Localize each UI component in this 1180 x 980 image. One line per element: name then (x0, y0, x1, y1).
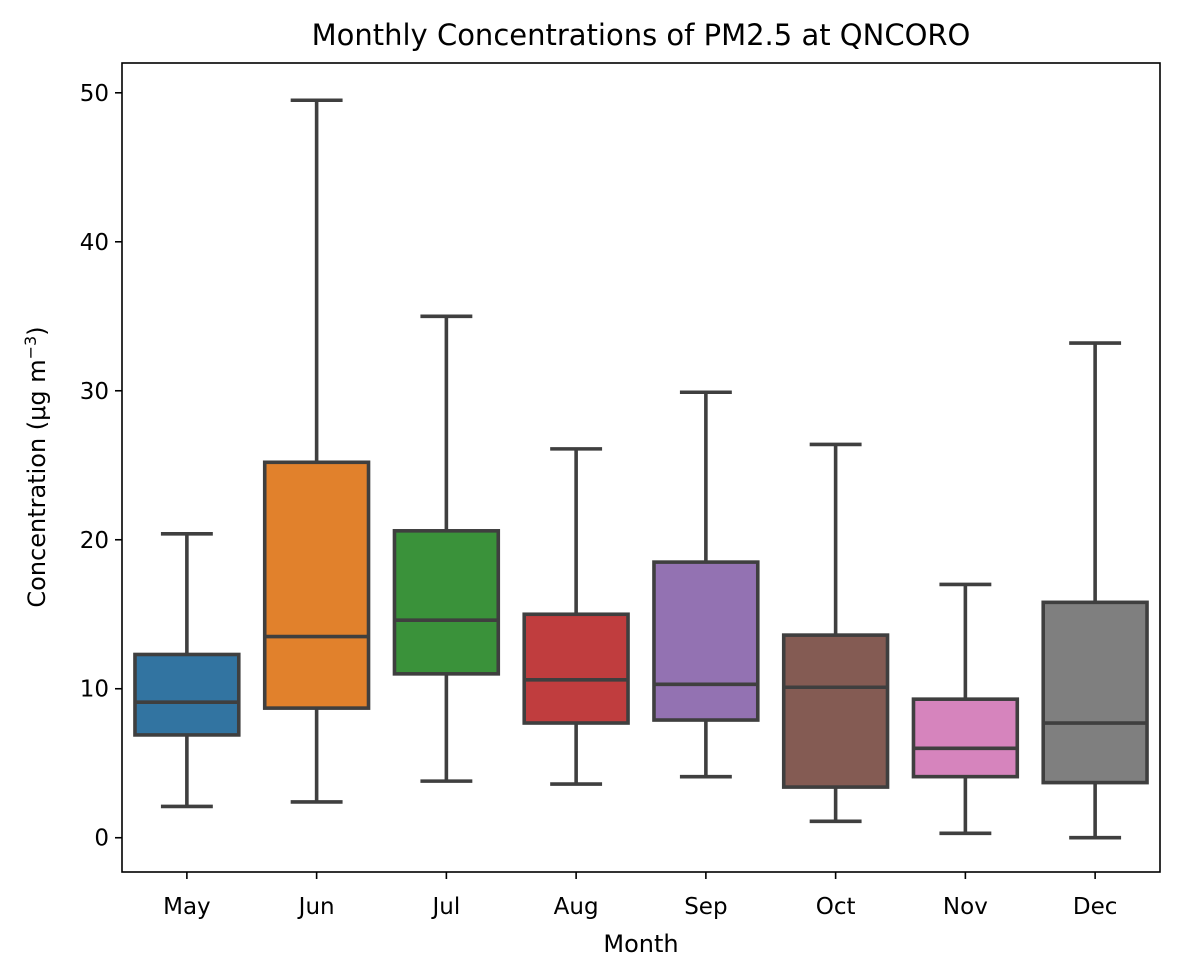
y-tick-label: 20 (80, 528, 109, 554)
y-axis-label-close: ) (23, 326, 51, 335)
plot-area (133, 98, 1149, 840)
iqr-box (911, 697, 1020, 779)
box-jun (262, 98, 371, 804)
chart-title: Monthly Concentrations of PM2.5 at QNCOR… (312, 18, 971, 52)
box-nov (911, 582, 1020, 836)
box-may (133, 531, 241, 809)
y-tick-label: 0 (94, 826, 109, 852)
iqr-box (133, 652, 241, 737)
box-oct (781, 442, 890, 824)
y-axis-label-superscript: −3 (21, 336, 40, 360)
y-tick-label: 50 (80, 81, 109, 107)
y-axis-label-main: Concentration (μg m (23, 359, 51, 607)
plot-frame (121, 62, 1161, 873)
y-axis-label: Concentration (μg m−3) (21, 326, 51, 607)
box-jul (392, 314, 501, 783)
iqr-box (1041, 600, 1149, 785)
box-sep (652, 390, 760, 779)
x-tick-label: Sep (684, 894, 727, 920)
x-axis: May Jun Jul Aug Sep Oct Nov Dec (163, 872, 1117, 920)
x-tick-label: May (163, 894, 211, 920)
x-tick-label: Jul (430, 894, 460, 920)
x-axis-label: Month (603, 930, 678, 958)
y-tick-label: 30 (80, 379, 109, 405)
y-tick-label: 10 (80, 677, 109, 703)
x-tick-label: Nov (943, 894, 988, 920)
x-tick-label: Jun (297, 894, 335, 920)
iqr-box (392, 529, 501, 676)
iqr-box (262, 460, 371, 710)
x-tick-label: Oct (816, 894, 856, 920)
iqr-box (781, 633, 890, 789)
y-axis: 0 10 20 30 40 50 (80, 81, 122, 852)
box-aug (522, 447, 630, 786)
iqr-box (652, 560, 760, 722)
x-tick-label: Dec (1073, 894, 1118, 920)
iqr-box (522, 612, 630, 725)
x-tick-label: Aug (554, 894, 599, 920)
y-tick-label: 40 (80, 230, 109, 256)
box-dec (1041, 341, 1149, 840)
